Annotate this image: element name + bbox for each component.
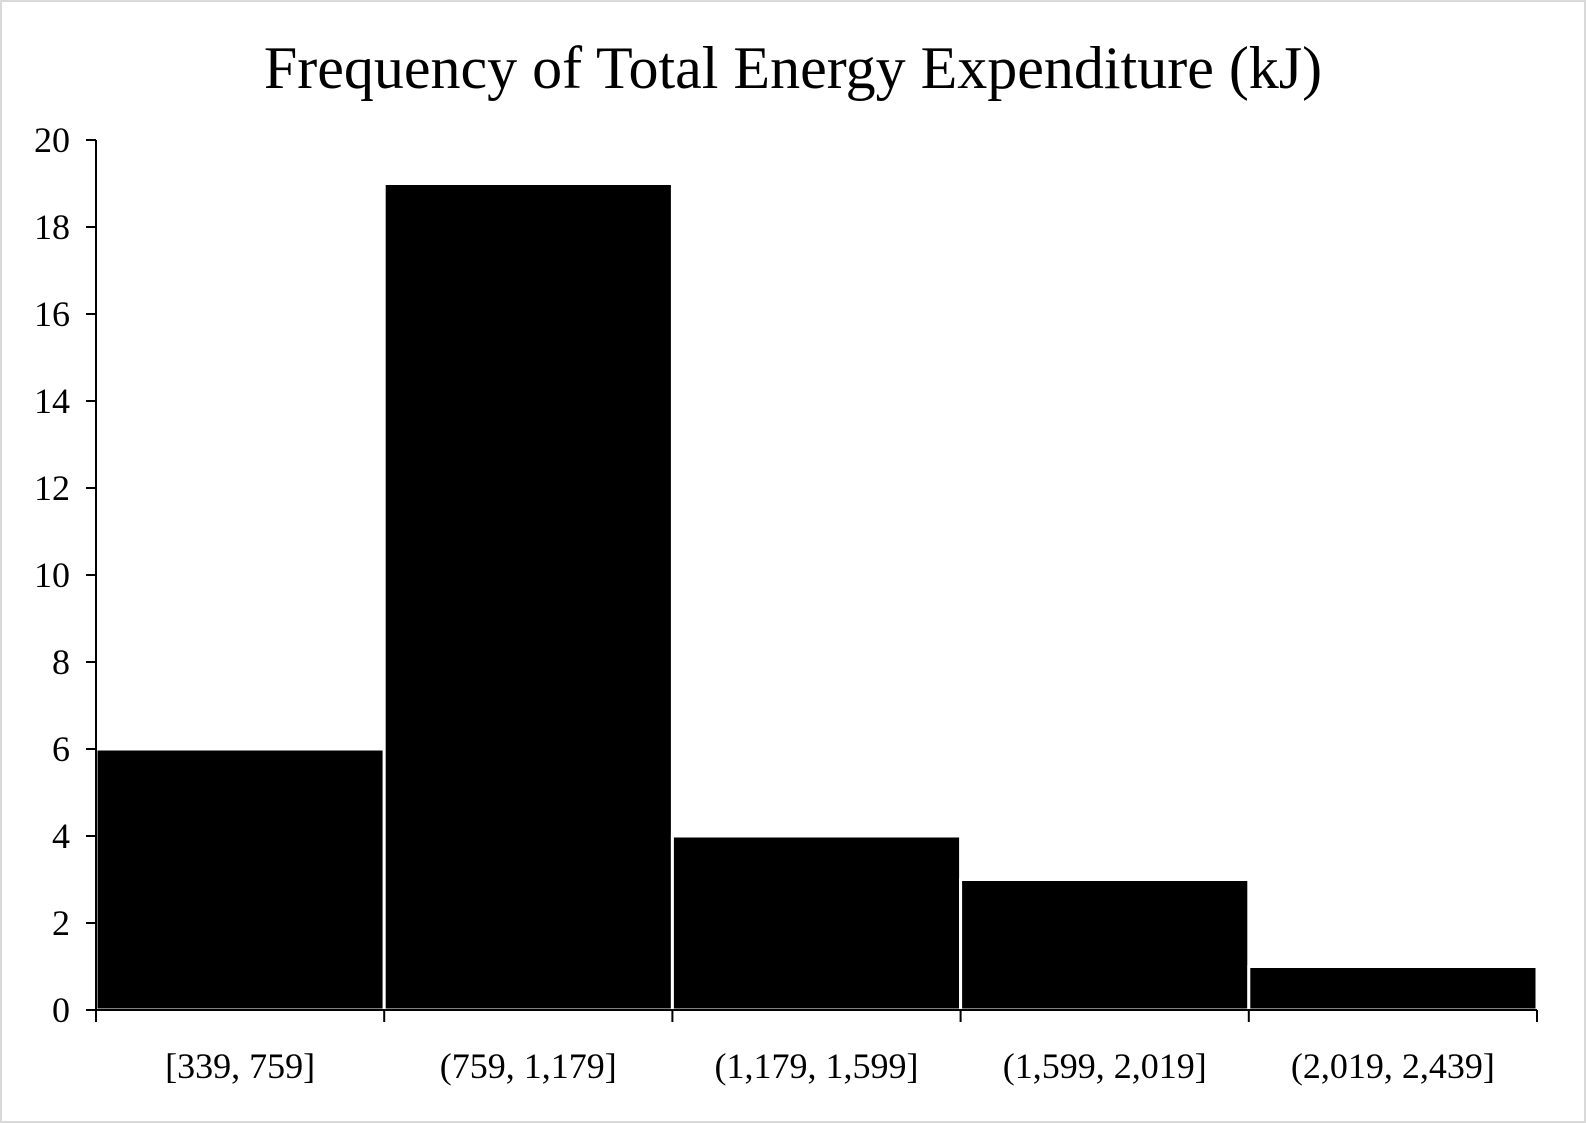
y-tick-label: 10 — [34, 555, 70, 595]
bar-3 — [672, 836, 960, 1010]
y-tick-label: 8 — [52, 642, 70, 682]
y-tick-label: 2 — [52, 903, 70, 943]
bar-2 — [384, 184, 672, 1011]
x-category-label: (1,179, 1,599] — [715, 1046, 919, 1086]
y-tick-label: 0 — [52, 990, 70, 1030]
x-category-label: (1,599, 2,019] — [1003, 1046, 1207, 1086]
y-tick-label: 20 — [34, 120, 70, 160]
x-category-label: (2,019, 2,439] — [1291, 1046, 1495, 1086]
y-tick-label: 14 — [34, 381, 70, 421]
x-category-label: [339, 759] — [165, 1046, 315, 1086]
x-category-label: (759, 1,179] — [440, 1046, 617, 1086]
y-tick-label: 6 — [52, 729, 70, 769]
y-tick-label: 18 — [34, 207, 70, 247]
y-axis-ticks: 0 2 4 6 8 10 12 14 16 18 20 — [34, 120, 96, 1030]
bars-group — [96, 184, 1537, 1011]
bar-1 — [96, 749, 384, 1010]
y-tick-label: 16 — [34, 294, 70, 334]
chart-title: Frequency of Total Energy Expenditure (k… — [264, 35, 1322, 101]
y-tick-label: 4 — [52, 816, 70, 856]
bar-4 — [961, 880, 1249, 1011]
y-tick-label: 12 — [34, 468, 70, 508]
x-axis-labels: [339, 759] (759, 1,179] (1,179, 1,599] (1,5… — [165, 1046, 1495, 1086]
bar-5 — [1249, 967, 1537, 1011]
